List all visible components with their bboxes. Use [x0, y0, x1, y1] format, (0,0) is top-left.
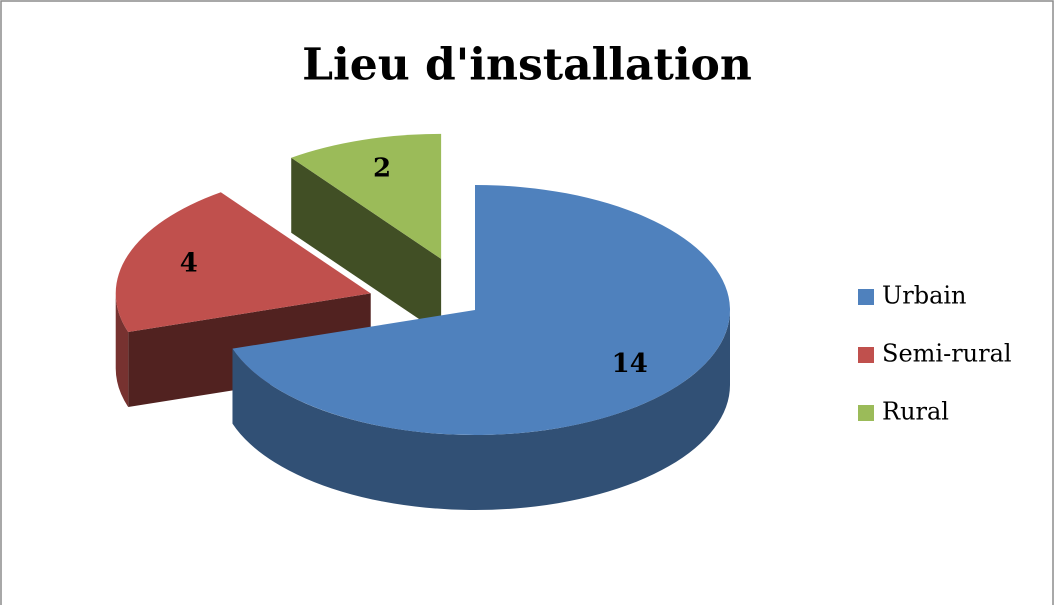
slice-side [291, 157, 442, 334]
legend-swatch [858, 405, 874, 421]
legend-label: Semi-rural [882, 340, 1012, 368]
slice [232, 185, 730, 511]
legend-swatch [858, 347, 874, 363]
slice-edge [115, 293, 129, 408]
slice [291, 133, 442, 334]
chart-title: Lieu d'installation [302, 40, 752, 91]
legend-swatch [858, 289, 874, 305]
slice-top [115, 192, 371, 333]
slice-top [291, 133, 442, 259]
slice-edge [232, 310, 730, 511]
legend-label: Urbain [882, 282, 967, 310]
legend-label: Rural [882, 398, 949, 426]
data-label: 14 [612, 349, 648, 379]
slice-top [232, 185, 730, 435]
data-label: 2 [373, 154, 391, 184]
data-label: 4 [180, 248, 198, 278]
